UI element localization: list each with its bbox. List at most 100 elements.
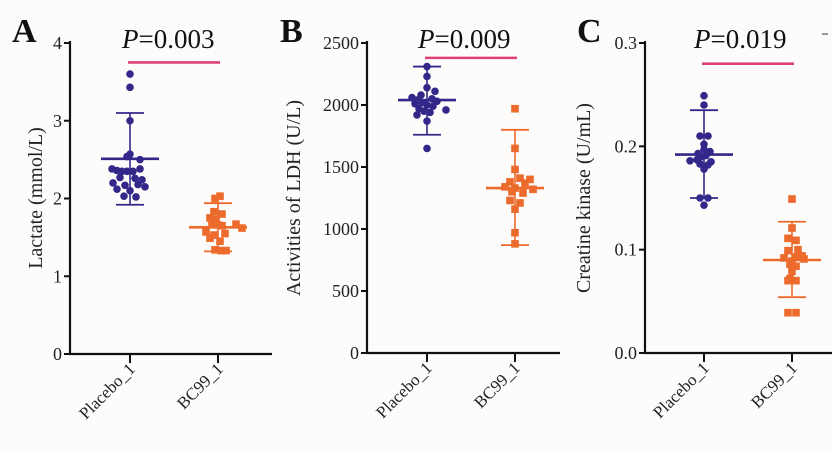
data-point (792, 308, 800, 317)
data-point (208, 220, 216, 228)
y-tick-label: 3 (53, 111, 62, 131)
data-point (686, 157, 694, 165)
data-point (136, 165, 144, 173)
x-tick-label: Placebo_1 (372, 358, 436, 422)
data-point (700, 91, 708, 100)
y-tick-label: 500 (332, 281, 359, 301)
data-point (508, 188, 516, 196)
y-axis-label-b: Activities of LDH (U/L) (283, 100, 305, 296)
data-point (141, 183, 149, 191)
x-tick-label: BC99_1 (747, 358, 801, 412)
data-point (121, 181, 129, 190)
data-point (113, 185, 121, 193)
data-point (784, 234, 792, 243)
p-number-c: =0.019 (711, 24, 787, 54)
y-tick-label: 1500 (323, 157, 359, 177)
series-placebo-1 (398, 62, 456, 153)
x-tick-label: Placebo_1 (649, 358, 713, 422)
data-point (780, 254, 788, 262)
y-tick-label: 0 (350, 343, 359, 363)
y-tick-label: 2500 (323, 33, 359, 53)
x-tick-label: BC99_1 (173, 359, 227, 413)
x-tick-label: Placebo_1 (75, 359, 139, 423)
series-bc99-1 (763, 195, 821, 317)
data-point (413, 111, 421, 119)
series-bc99-1 (486, 104, 544, 248)
data-point (784, 246, 792, 255)
series-placebo-1 (675, 91, 733, 210)
data-point (206, 234, 214, 242)
data-point (206, 214, 214, 222)
data-point (211, 194, 219, 203)
y-tick-label: 2000 (323, 95, 359, 115)
data-point (792, 262, 800, 270)
x-tick-label: BC99_1 (470, 358, 524, 412)
data-point (210, 231, 218, 239)
marks-c (675, 62, 821, 317)
data-point (792, 236, 800, 245)
data-point (700, 101, 708, 109)
data-point (442, 106, 450, 114)
data-point (516, 174, 524, 182)
data-point (109, 179, 117, 187)
data-point (521, 179, 529, 187)
data-point (132, 193, 140, 201)
data-point (218, 221, 226, 230)
y-tick-label: 0.1 (615, 240, 638, 260)
data-point (696, 132, 704, 140)
data-point (786, 274, 794, 283)
panel-label-b: B (280, 13, 303, 50)
y-tick-label: 1000 (323, 219, 359, 239)
y-axis-label-a: Lactate (mmol/L) (25, 127, 47, 269)
panel-label-c: C (577, 13, 602, 50)
data-point (519, 189, 527, 197)
data-point (431, 87, 439, 96)
p-prefix-a: P (121, 24, 139, 54)
data-point (792, 253, 800, 261)
p-prefix-c: P (693, 24, 711, 54)
series-placebo-1 (101, 70, 159, 206)
y-tick-label: 0.0 (615, 343, 638, 363)
axes-b: 0 500 1000 1500 2000 2500 Placebo_1 BC99_1 (323, 33, 560, 422)
data-point (116, 173, 124, 182)
data-point (134, 180, 142, 189)
data-point (696, 160, 704, 168)
p-number-a: =0.003 (139, 24, 215, 54)
data-point (516, 199, 524, 207)
data-point (123, 167, 131, 176)
data-point (216, 237, 224, 246)
data-point (792, 276, 800, 285)
data-point (131, 174, 139, 183)
data-point (129, 167, 137, 176)
y-tick-label: 0.2 (615, 136, 638, 156)
data-point (202, 228, 210, 236)
data-point (210, 207, 218, 216)
panel-a: A P=0.003 Lactate (mmol/L) 0 1 2 3 4 Placebo_… (12, 13, 272, 423)
data-point (511, 104, 519, 113)
data-point (120, 192, 128, 200)
data-point (700, 201, 708, 210)
data-point (794, 245, 802, 254)
data-point (212, 215, 220, 224)
data-point (211, 246, 219, 254)
y-tick-label: 0 (53, 344, 62, 364)
marks-b (398, 56, 544, 248)
series-bc99-1 (189, 192, 247, 255)
data-point (786, 260, 794, 268)
data-point (232, 220, 240, 228)
y-tick-label: 4 (53, 33, 62, 53)
data-point (218, 210, 226, 218)
p-prefix-b: P (417, 24, 435, 54)
p-number-b: =0.009 (435, 24, 511, 54)
data-point (221, 229, 229, 238)
data-point (126, 70, 134, 78)
data-point (506, 178, 514, 186)
axes-c: 0.0 0.1 0.2 0.3 Placebo_1 BC99_1 (615, 33, 832, 422)
data-point (126, 83, 134, 92)
data-point (420, 107, 428, 115)
data-point (704, 132, 712, 140)
y-axis-label-c: Creatine kinase (U/mL) (573, 103, 595, 293)
p-value-label-c: P=0.019 (693, 24, 786, 54)
panel-label-a: A (12, 13, 37, 50)
